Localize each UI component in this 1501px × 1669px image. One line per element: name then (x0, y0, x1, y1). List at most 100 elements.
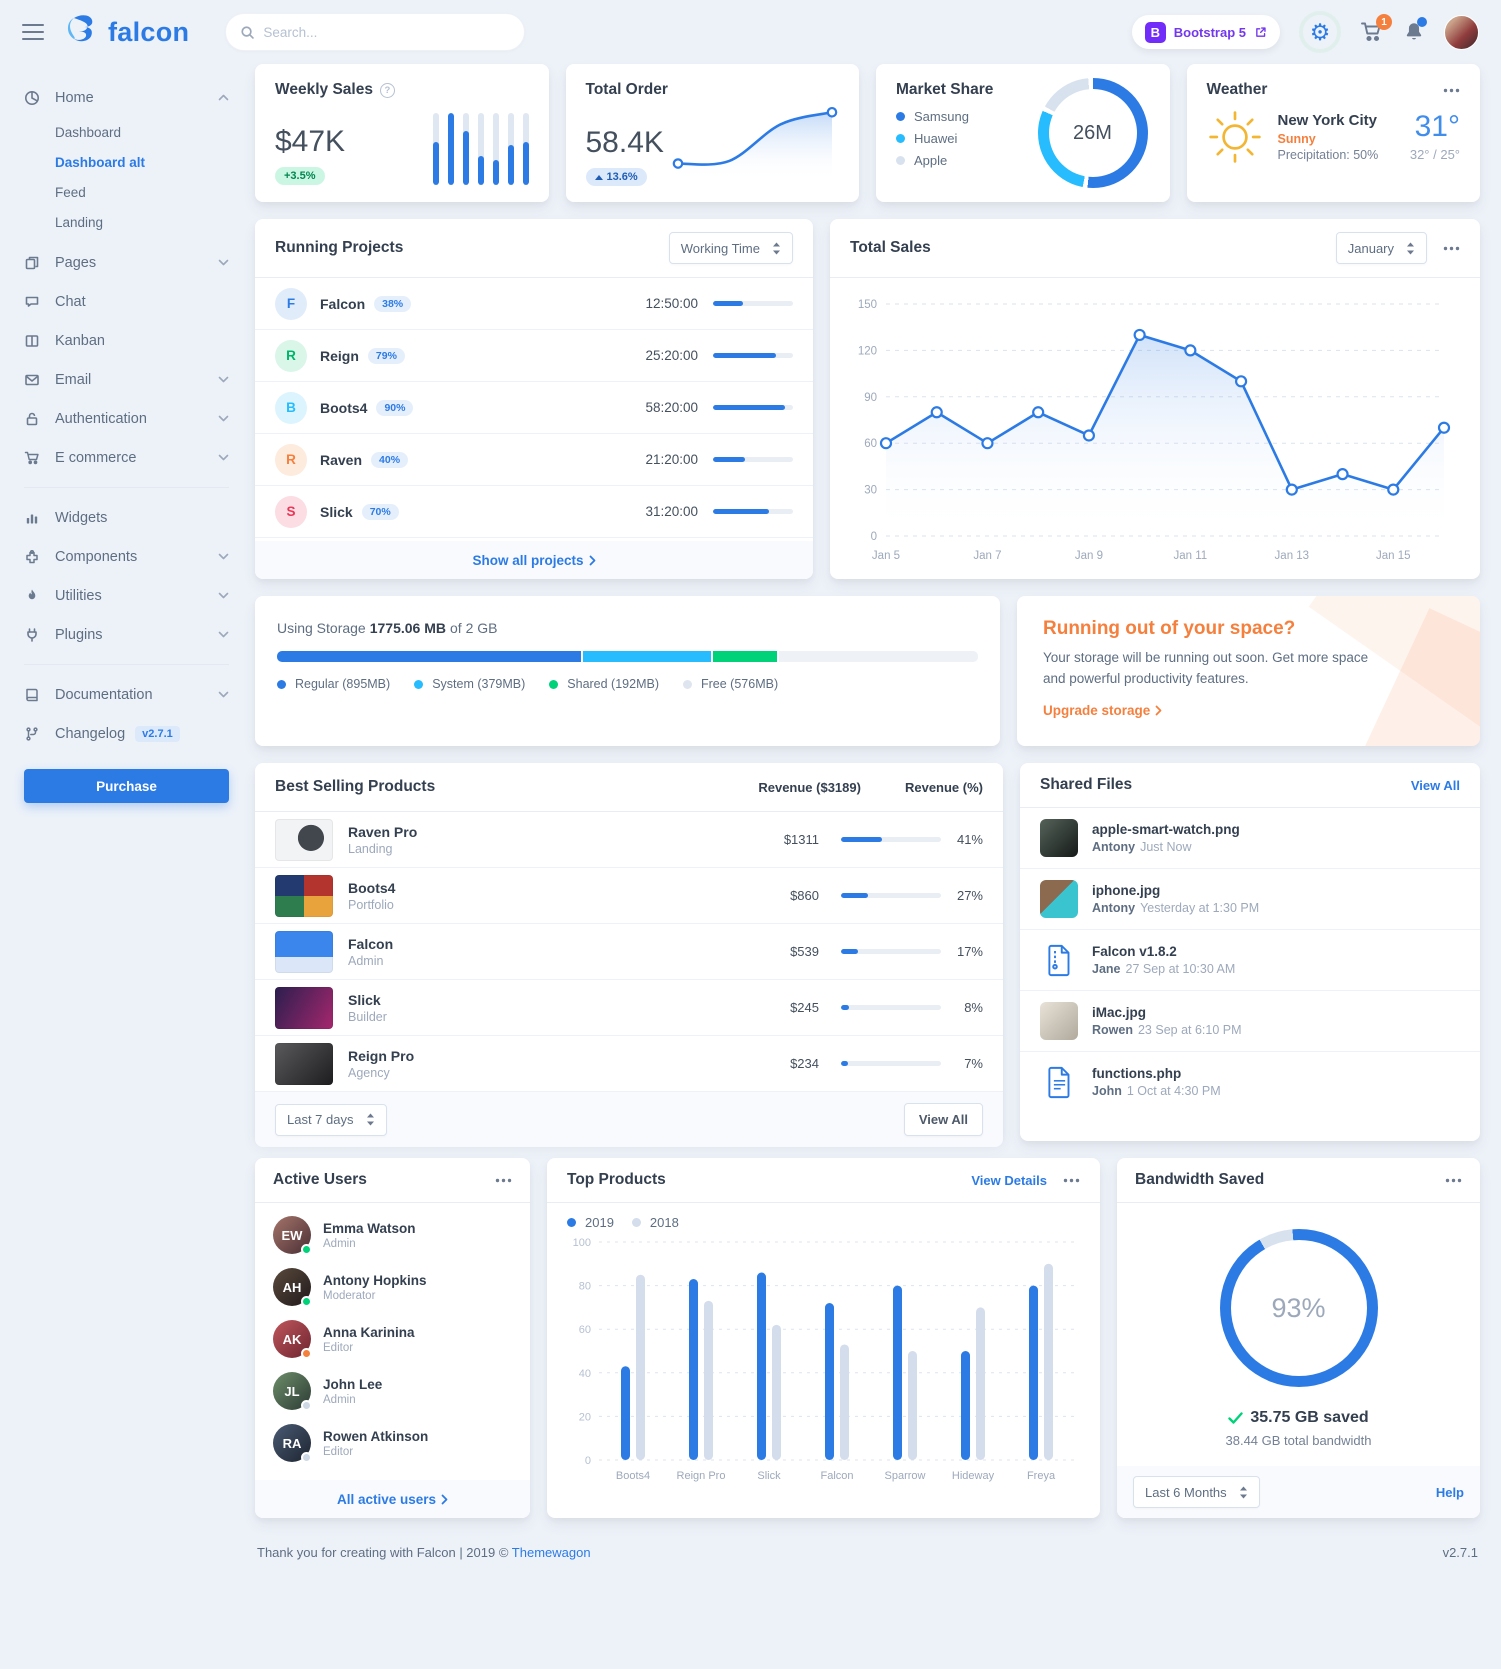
project-time: 21:20:00 (645, 452, 698, 467)
product-name-link[interactable]: Falcon (348, 935, 394, 952)
sidebar-item-email[interactable]: Email (24, 360, 229, 399)
project-name-link[interactable]: Slick (320, 503, 353, 520)
falcon-logo[interactable]: falcon (64, 12, 189, 53)
chevron-down-icon (218, 553, 229, 560)
product-revenue: $234 (790, 1056, 819, 1071)
file-name-link[interactable]: apple-smart-watch.png (1092, 822, 1240, 837)
legend-label: Regular (895MB) (295, 677, 391, 691)
help-icon[interactable]: ? (379, 83, 395, 98)
all-active-users-link[interactable]: All active users (255, 1480, 530, 1518)
sidebar-subitem-landing[interactable]: Landing (55, 214, 104, 230)
notifications-button[interactable] (1403, 17, 1427, 43)
market-share-card: Market Share Samsung Huawei Apple 26M (876, 64, 1170, 202)
bandwidth-donut-chart: 93% (1219, 1229, 1378, 1387)
total-order-card: Total Order 58.4K 13.6% (565, 64, 859, 202)
product-thumbnail (275, 1042, 333, 1085)
project-name-link[interactable]: Reign (320, 347, 359, 364)
show-all-projects-link[interactable]: Show all projects (255, 541, 813, 579)
sidebar-item-widgets[interactable]: Widgets (24, 498, 229, 537)
card-menu-button[interactable] (1443, 246, 1460, 251)
sidebar-item-home[interactable]: Home (24, 78, 229, 117)
view-all-link[interactable]: View All (1410, 777, 1460, 793)
themewagon-link[interactable]: Themewagon (511, 1545, 591, 1560)
user-name-link[interactable]: Anna Karinina (323, 1324, 415, 1340)
legend-dot (896, 134, 905, 143)
product-revenue-bar (841, 893, 941, 898)
falcon-logo-icon (64, 12, 100, 53)
user-name-link[interactable]: John Lee (323, 1376, 383, 1392)
storage-segment-system (583, 651, 713, 662)
user-avatar: RA (273, 1424, 312, 1463)
project-name-link[interactable]: Boots4 (320, 399, 368, 416)
file-name-link[interactable]: Falcon v1.8.2 (1092, 944, 1177, 959)
svg-text:Boots4: Boots4 (616, 1470, 650, 1482)
legend-label: Apple (914, 153, 948, 168)
period-select[interactable]: Last 7 days (275, 1103, 387, 1136)
file-name-link[interactable]: iMac.jpg (1092, 1005, 1147, 1020)
user-name-link[interactable]: Rowen Atkinson (323, 1428, 429, 1444)
purchase-button[interactable]: Purchase (24, 769, 229, 803)
sidebar-item-kanban[interactable]: Kanban (24, 321, 229, 360)
user-row: EW Emma Watson Admin (255, 1209, 530, 1261)
product-revenue-bar (841, 837, 941, 842)
bell-icon (1403, 21, 1425, 43)
project-name-link[interactable]: Raven (320, 451, 363, 468)
help-link[interactable]: Help (1435, 1484, 1464, 1500)
product-name-link[interactable]: Reign Pro (348, 1047, 415, 1064)
card-menu-button[interactable] (1063, 1178, 1080, 1183)
bootstrap-5-badge[interactable]: B Bootstrap 5 (1131, 15, 1280, 49)
months-select[interactable]: Last 6 Months (1133, 1476, 1260, 1508)
card-menu-button[interactable] (495, 1178, 512, 1183)
chevron-down-icon (218, 259, 229, 266)
product-name-link[interactable]: Boots4 (348, 879, 396, 896)
product-revenue: $245 (790, 1000, 819, 1015)
sidebar-item-plugins[interactable]: Plugins (24, 615, 229, 654)
menu-toggle-button[interactable] (22, 24, 44, 40)
sidebar-subitem-dashboard-alt[interactable]: Dashboard alt (55, 154, 146, 170)
sidebar-item-changelog[interactable]: Changelog v2.7.1 (24, 714, 229, 753)
card-menu-button[interactable] (1443, 88, 1460, 93)
sidebar-subitem-dashboard[interactable]: Dashboard (55, 124, 122, 140)
storage-segment-free (778, 651, 978, 662)
project-avatar: F (275, 287, 307, 320)
project-row: F Falcon 38% 12:50:00 (255, 278, 813, 330)
user-avatar-button[interactable] (1444, 14, 1479, 50)
project-name-link[interactable]: Falcon (320, 295, 366, 312)
sidebar-item-utilities[interactable]: Utilities (24, 576, 229, 615)
month-select[interactable]: January (1335, 232, 1427, 264)
sidebar-item-pages[interactable]: Pages (24, 243, 229, 282)
product-thumbnail (275, 818, 333, 861)
sidebar-item-e-commerce[interactable]: E commerce (24, 438, 229, 477)
legend-dot (631, 1218, 641, 1227)
card-menu-button[interactable] (1445, 1178, 1462, 1183)
weekly-sales-bar (432, 113, 439, 185)
user-name-link[interactable]: Emma Watson (323, 1220, 416, 1236)
weekly-sales-bar (477, 113, 484, 185)
sidebar-item-chat[interactable]: Chat (24, 282, 229, 321)
product-name-link[interactable]: Raven Pro (348, 823, 418, 840)
user-name-link[interactable]: Antony Hopkins (323, 1272, 427, 1288)
settings-button[interactable]: ⚙ (1299, 11, 1341, 53)
svg-text:Reign Pro: Reign Pro (677, 1470, 726, 1482)
working-time-select[interactable]: Working Time (668, 232, 793, 264)
view-all-button[interactable]: View All (903, 1103, 983, 1136)
active-users-list: EW Emma Watson Admin AH Antony Hopkins Modera… (255, 1203, 530, 1469)
user-avatar: AH (273, 1268, 312, 1307)
sidebar-item-components[interactable]: Components (24, 537, 229, 576)
upgrade-storage-link[interactable]: Upgrade storage (1043, 703, 1162, 718)
view-details-link[interactable]: View Details (971, 1172, 1047, 1188)
sidebar-item-documentation[interactable]: Documentation (24, 675, 229, 714)
svg-text:20: 20 (579, 1411, 591, 1423)
version-badge: v2.7.1 (135, 725, 180, 742)
sidebar-item-label: Plugins (55, 626, 103, 643)
file-name-link[interactable]: iphone.jpg (1092, 883, 1161, 898)
file-row: apple-smart-watch.png Antony Just Now (1020, 808, 1480, 869)
file-name-link[interactable]: functions.php (1092, 1066, 1182, 1081)
product-name-link[interactable]: Slick (348, 991, 381, 1008)
sidebar-item-authentication[interactable]: Authentication (24, 399, 229, 438)
sidebar-subitem-feed[interactable]: Feed (55, 184, 86, 200)
fire-icon (24, 588, 43, 604)
search-input[interactable] (263, 24, 511, 40)
storage-legend-item: Shared (192MB) (549, 677, 659, 691)
cart-button[interactable]: 1 (1360, 14, 1392, 43)
